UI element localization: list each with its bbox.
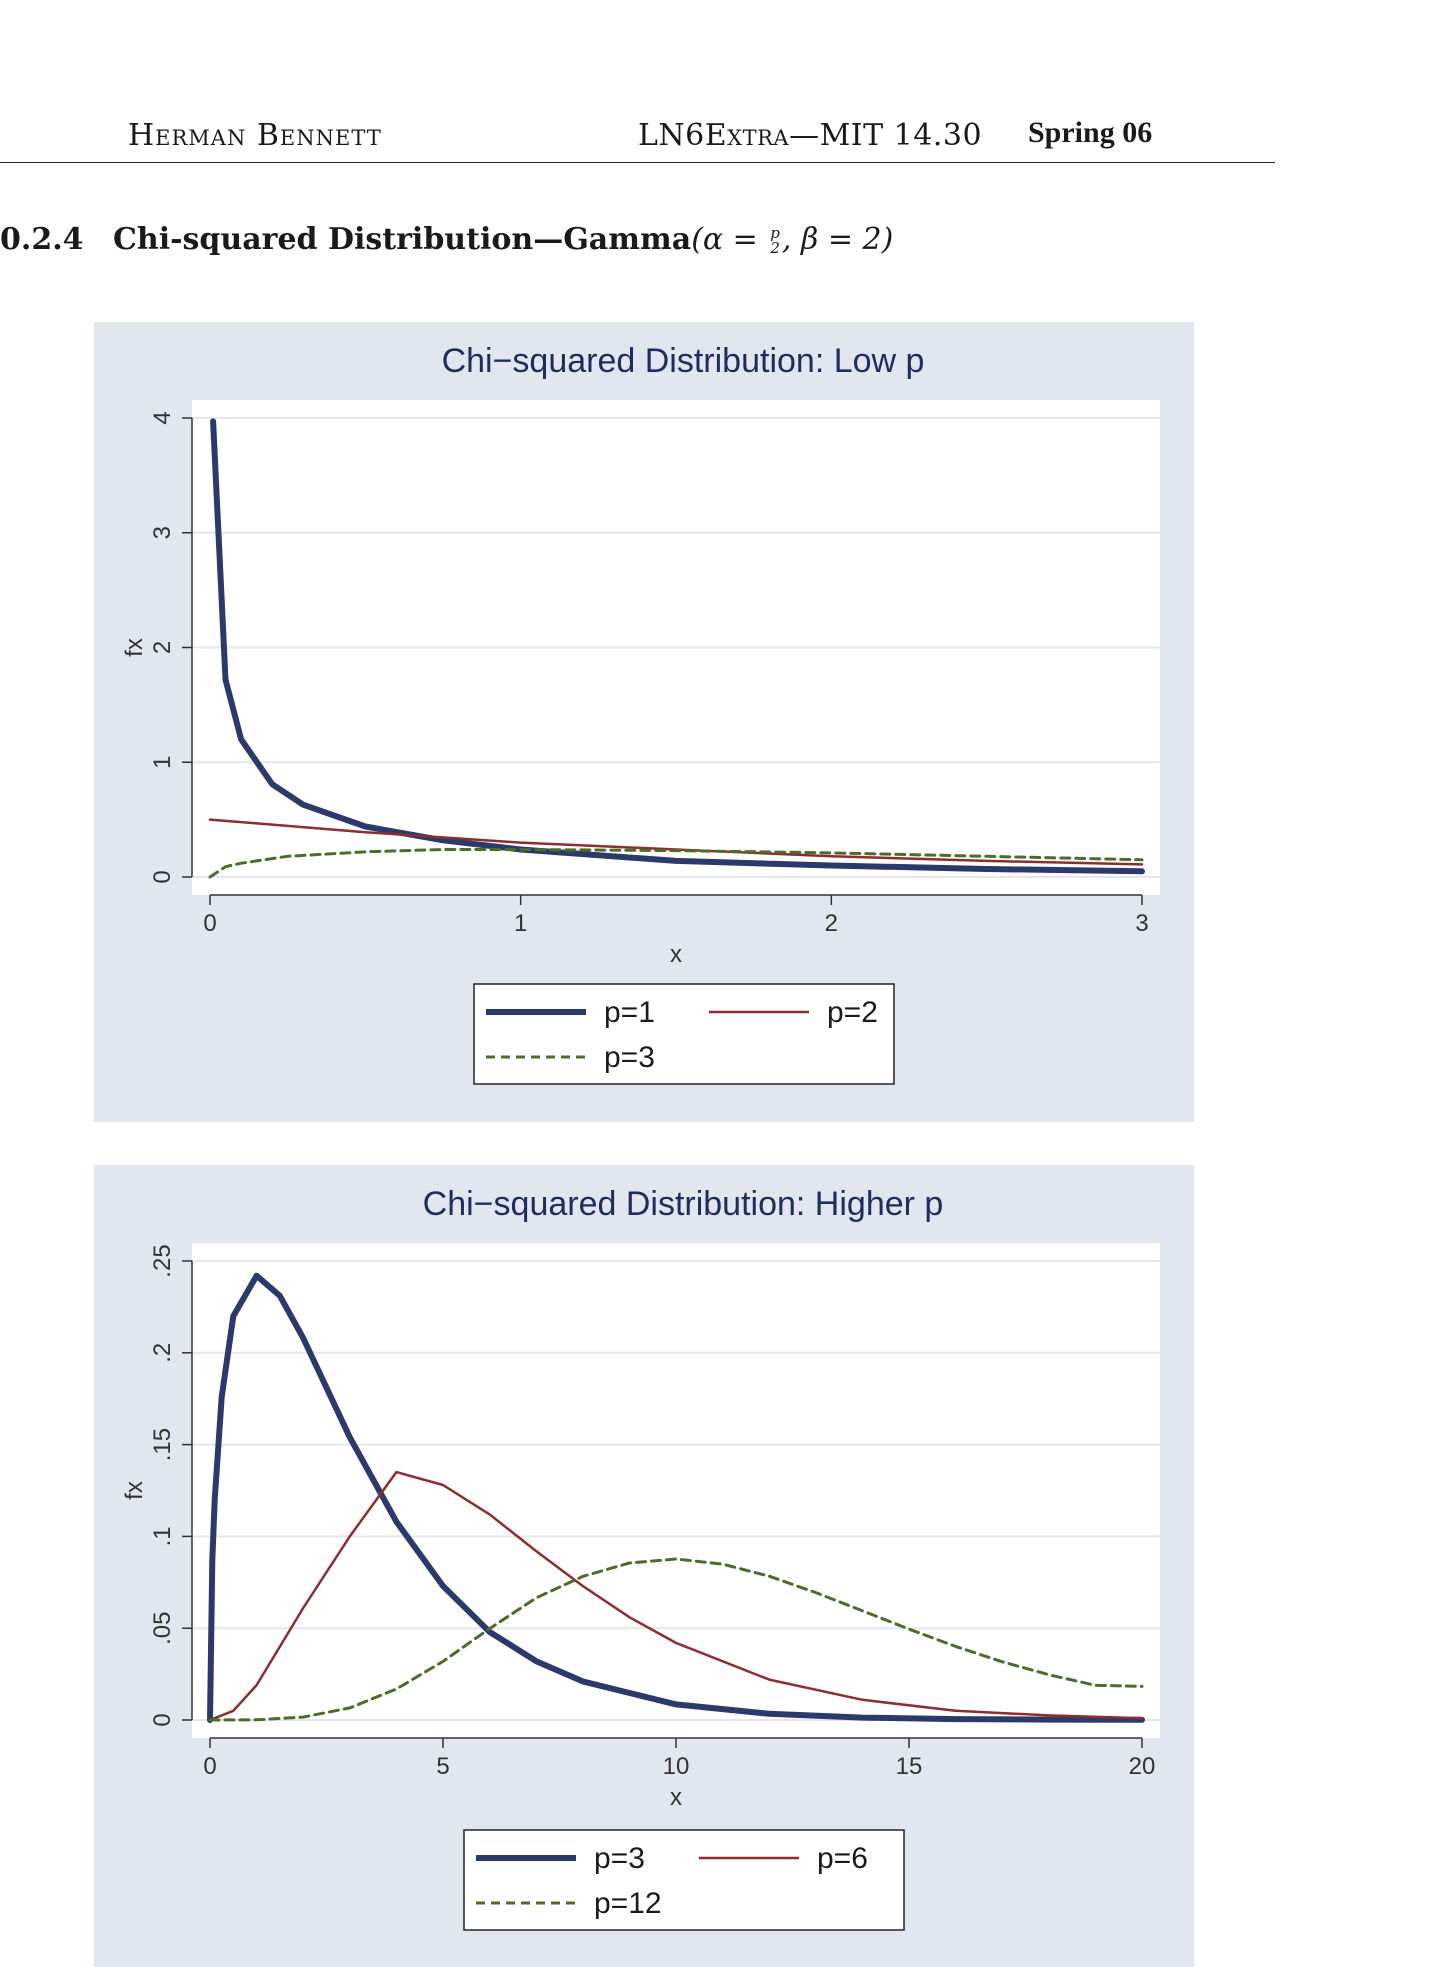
y-tick-label: 4 — [149, 411, 176, 424]
chart-title: Chi−squared Distribution: Higher p — [423, 1185, 944, 1223]
legend-label: p=2 — [827, 996, 878, 1029]
frac-numerator: p — [770, 224, 780, 242]
x-tick-label: 0 — [203, 1753, 216, 1780]
plot-area — [192, 1243, 1160, 1738]
chart-higher-p: Chi−squared Distribution: Higher p 0 .05 .1… — [121, 1185, 1160, 1931]
series-line-p6 — [208, 1470, 1144, 1722]
header-author: Herman Bennett — [128, 118, 382, 153]
series-line-p1 — [210, 418, 1145, 875]
y-tick-label: .05 — [149, 1612, 176, 1645]
legend-label: p=1 — [604, 996, 655, 1029]
y-tick-label: 1 — [149, 756, 176, 769]
y-tick-label: 3 — [149, 526, 176, 539]
x-tick-label: 1 — [514, 910, 527, 937]
legend-box — [473, 983, 895, 1085]
chart-panel-low-p: Chi−squared Distribution: Low p 0 1 2 3 4 0 1 2 3… — [94, 322, 1194, 1122]
y-tick-label: 2 — [149, 641, 176, 654]
y-tick-label: .1 — [149, 1526, 176, 1546]
chart-panel-higher-p: Chi−squared Distribution: Higher p 0 .05 .1… — [94, 1165, 1194, 1967]
x-tick-label: 15 — [896, 1753, 923, 1780]
y-tick-label: 0 — [149, 1713, 176, 1726]
frac-denominator: 2 — [770, 239, 780, 257]
x-tick-label: 0 — [203, 910, 216, 937]
legend-label: p=3 — [594, 1842, 645, 1875]
chart-title: Chi−squared Distribution: Low p — [442, 342, 925, 380]
y-tick-label: .25 — [149, 1244, 176, 1277]
y-axis-label: fx — [121, 638, 148, 657]
series-line-p3 — [207, 1272, 1145, 1723]
chart-low-p: Chi−squared Distribution: Low p 0 1 2 3 4 0 1 2 3… — [121, 342, 1160, 1085]
x-tick-label: 2 — [825, 910, 838, 937]
formula-open: (α = — [691, 222, 758, 257]
y-tick-label: .2 — [149, 1343, 176, 1363]
x-axis-label: x — [670, 1784, 682, 1811]
legend-label: p=6 — [817, 1842, 868, 1875]
series-line-p12 — [208, 1557, 1144, 1722]
section-title: Chi-squared Distribution—Gamma — [113, 222, 692, 257]
y-axis-label: fx — [121, 1481, 148, 1500]
page-header: Herman Bennett LN6Extra—MIT 14.30 Spring… — [0, 112, 1275, 163]
legend-label: p=12 — [594, 1887, 662, 1920]
series-line-p3 — [208, 848, 1144, 879]
x-tick-label: 5 — [436, 1753, 449, 1780]
header-course: LN6Extra—MIT 14.30 — [638, 118, 983, 153]
y-tick-label: 0 — [149, 870, 176, 883]
x-tick-label: 3 — [1135, 910, 1148, 937]
section-number: 0.2.4 — [0, 222, 84, 257]
x-tick-label: 10 — [663, 1753, 690, 1780]
section-heading: 0.2.4 Chi-squared Distribution—Gamma(α = … — [0, 222, 893, 257]
x-axis-label: x — [670, 941, 682, 968]
y-tick-label: .15 — [149, 1428, 176, 1461]
x-tick-label: 20 — [1129, 1753, 1156, 1780]
legend-box — [463, 1829, 905, 1931]
formula-close: , β = 2) — [781, 222, 894, 257]
header-term: Spring 06 — [1028, 116, 1153, 149]
legend-label: p=3 — [604, 1041, 655, 1074]
